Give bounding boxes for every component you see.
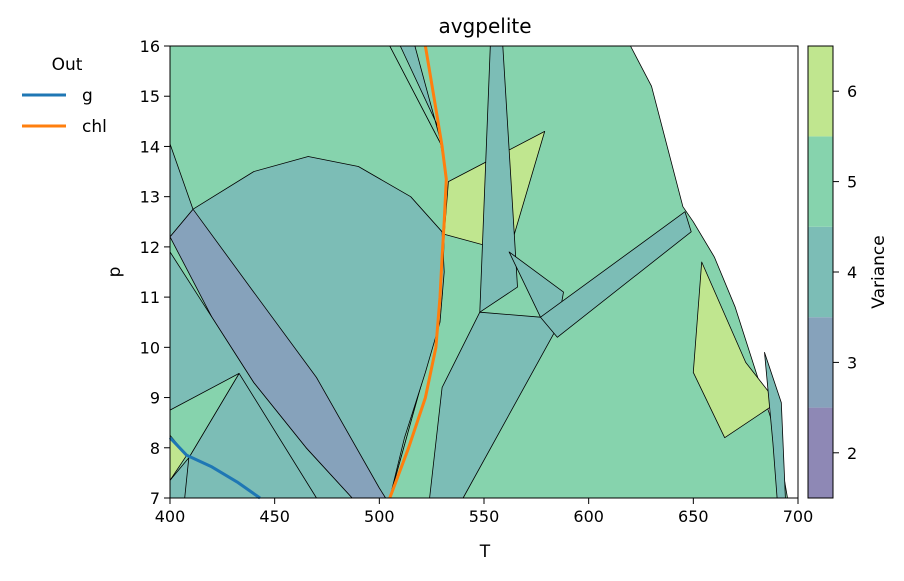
x-tick-label: 650 [678,507,709,526]
colorbar-segment [808,46,833,137]
colorbar-segment [808,226,833,318]
colorbar-segment [808,317,833,408]
y-axis-label: p [105,267,125,278]
colorbar-tick-label: 4 [847,263,857,282]
out-lines [168,45,448,500]
x-axis-label: T [479,542,491,562]
y-tick-label: 9 [150,389,160,408]
colorbar-label: Variance [869,235,889,308]
colorbar-segment [808,136,833,227]
chart-title: avgpelite [438,14,531,38]
legend: Out g chl [22,55,107,137]
series-line-g [168,436,261,500]
colorbar-tick-label: 5 [847,173,857,192]
legend-entries: g chl [22,86,107,137]
y-tick-label: 7 [150,489,160,508]
variance-fields [169,45,788,499]
legend-label-chl: chl [82,117,107,137]
variance-field-15 [692,261,778,439]
variance-field-14 [540,211,692,338]
y-tick-label: 13 [140,188,160,207]
colorbar: 2 3 4 5 6 [807,45,857,499]
x-tick-label: 400 [155,507,186,526]
legend-title: Out [52,55,83,75]
y-tick-label: 8 [150,439,160,458]
y-tick-label: 16 [140,37,160,56]
colorbar-tick-label: 2 [847,444,857,463]
x-tick-label: 700 [783,507,814,526]
y-tick-label: 15 [140,87,160,106]
series-line-chl [388,45,448,499]
x-tick-label: 500 [364,507,395,526]
y-axis-ticks: 7 8 9 10 11 12 13 14 15 16 [140,37,170,508]
x-tick-label: 550 [469,507,500,526]
colorbar-segment [808,407,833,498]
colorbar-tick-label: 3 [847,353,857,372]
x-tick-label: 450 [259,507,290,526]
y-tick-label: 14 [140,137,160,156]
x-axis-ticks: 400 450 500 550 600 650 700 [155,498,814,526]
y-tick-label: 12 [140,238,160,257]
y-tick-label: 11 [140,288,160,307]
colorbar-tick-label: 6 [847,82,857,101]
legend-label-g: g [82,86,93,106]
x-tick-label: 600 [573,507,604,526]
y-tick-label: 10 [140,338,160,357]
